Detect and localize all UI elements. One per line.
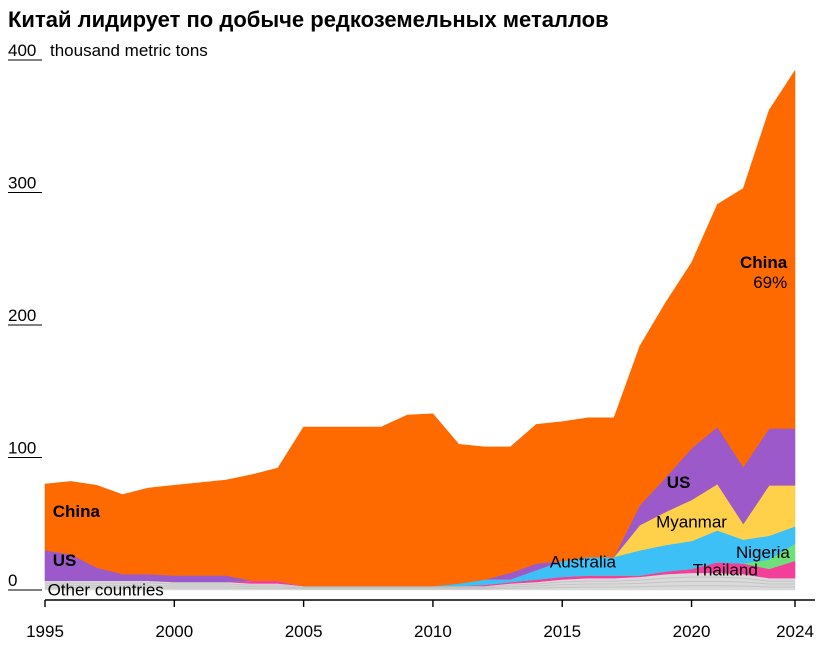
y-grid: 0 100 200 300 400 thousand metric tons — [8, 41, 208, 591]
area-china — [44, 70, 796, 587]
y-tick-label: 300 — [8, 174, 36, 193]
stacked-areas — [44, 70, 796, 591]
label-china: China — [53, 502, 101, 521]
y-tick-label: 100 — [8, 439, 36, 458]
label-australia: Australia — [550, 552, 617, 571]
axes: 1995 2000 2005 2010 2015 2020 2024 — [26, 599, 815, 641]
label-other: Other countries — [48, 580, 164, 599]
label-us: US — [667, 473, 691, 492]
x-tick-label: 2015 — [543, 622, 581, 641]
x-tick-label: 2010 — [414, 622, 452, 641]
y-tick-label: 200 — [8, 306, 36, 325]
y-tick-label: 0 — [8, 571, 17, 590]
x-tick-label: 2000 — [155, 622, 193, 641]
x-tick-label: 1995 — [26, 622, 64, 641]
chart-title: Китай лидирует по добыче редкоземельных … — [8, 7, 609, 32]
x-tick-label: 2020 — [673, 622, 711, 641]
label-nigeria: Nigeria — [736, 543, 790, 562]
label-china: 69% — [753, 273, 787, 292]
x-tick-label: 2024 — [776, 622, 814, 641]
label-thailand: Thailand — [693, 560, 758, 579]
other-country-line — [45, 576, 795, 588]
other-country-line — [45, 580, 795, 589]
y-tick-label: 400 — [8, 41, 36, 60]
label-us: US — [53, 551, 77, 570]
other-country-line — [45, 585, 795, 590]
label-myanmar: Myanmar — [656, 513, 727, 532]
x-tick-label: 2005 — [285, 622, 323, 641]
label-china: China — [740, 253, 788, 272]
y-unit-label: thousand metric tons — [50, 41, 208, 60]
